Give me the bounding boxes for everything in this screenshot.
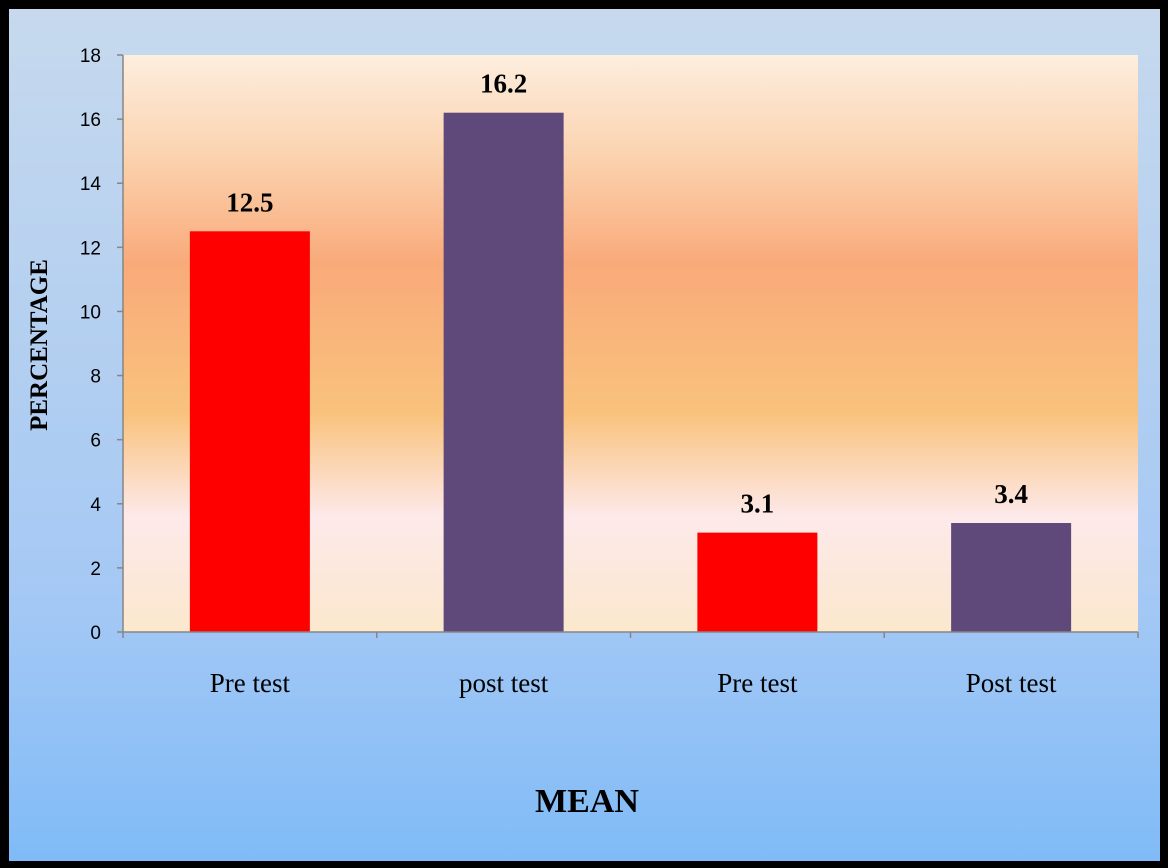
bar [697, 532, 818, 632]
y-axis-title: PERCENTAGE [26, 259, 53, 431]
data-label: 12.5 [226, 187, 273, 217]
category-label: Pre test [717, 668, 798, 698]
category-label: post test [459, 668, 549, 698]
category-label: Pre test [210, 668, 291, 698]
data-label: 3.4 [994, 479, 1028, 509]
bar [951, 523, 1072, 632]
y-tick-label: 8 [90, 367, 101, 388]
y-tick-label: 16 [80, 110, 101, 131]
y-tick-label: 12 [80, 238, 101, 259]
data-label: 3.1 [741, 489, 775, 519]
y-tick-label: 2 [90, 559, 101, 580]
y-tick-label: 6 [90, 431, 101, 452]
x-axis-title: MEAN [535, 783, 639, 820]
bar [443, 112, 564, 632]
y-tick-label: 14 [80, 174, 102, 195]
data-label: 16.2 [480, 69, 527, 99]
bar [189, 231, 310, 633]
category-label: Post test [966, 668, 1057, 698]
y-tick-label: 4 [90, 495, 101, 516]
y-tick-label: 18 [80, 46, 101, 67]
y-tick-label: 10 [80, 302, 101, 323]
y-tick-label: 0 [90, 623, 101, 644]
